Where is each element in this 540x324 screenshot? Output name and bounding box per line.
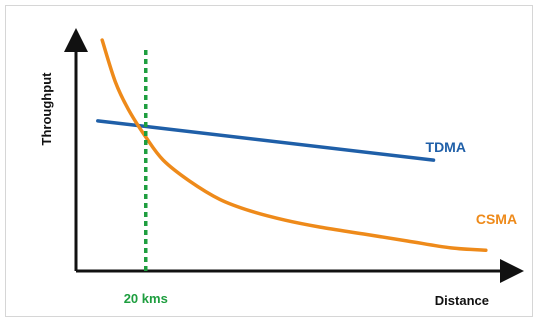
series-label-tdma: TDMA — [426, 139, 466, 155]
series-layer: TDMA CSMA — [96, 38, 517, 252]
throughput-distance-chart: Throughput Distance TDMA CSMA 20 kms — [5, 5, 533, 317]
chart-svg: Throughput Distance TDMA CSMA 20 kms — [39, 28, 524, 308]
series-line-tdma — [96, 119, 436, 162]
x-axis-label: Distance — [435, 293, 489, 308]
series-line-csma — [100, 38, 488, 252]
annotation-layer: 20 kms — [124, 50, 168, 306]
marker-label-20-kms: 20 kms — [124, 291, 168, 306]
series-label-csma: CSMA — [476, 211, 517, 227]
y-axis-label: Throughput — [39, 72, 54, 146]
